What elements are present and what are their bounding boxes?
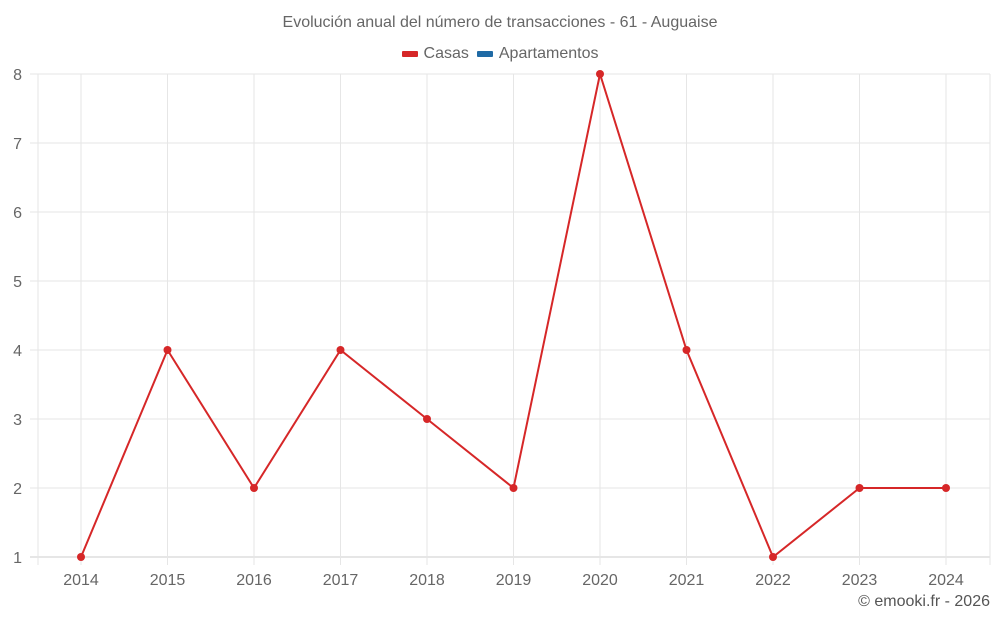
- legend-label-casas: Casas: [423, 45, 469, 62]
- y-tick-label: 6: [13, 205, 22, 222]
- legend: Casas Apartamentos: [0, 45, 1000, 63]
- y-tick-label: 1: [13, 550, 22, 567]
- y-tick-label: 2: [13, 481, 22, 498]
- data-point: [596, 70, 604, 78]
- data-point: [77, 553, 85, 561]
- data-point: [942, 484, 950, 492]
- x-tick-label: 2020: [582, 572, 618, 589]
- data-point: [423, 415, 431, 423]
- y-tick-label: 5: [13, 274, 22, 291]
- x-tick-label: 2014: [63, 572, 99, 589]
- y-tick-label: 8: [13, 67, 22, 84]
- data-point: [163, 346, 172, 354]
- chart-title: Evolución anual del número de transaccio…: [282, 14, 718, 31]
- data-point: [250, 484, 258, 492]
- y-tick-label: 4: [13, 343, 22, 360]
- x-tick-label: 2022: [755, 572, 791, 589]
- x-tick-label: 2021: [669, 572, 705, 589]
- legend-item-apartamentos[interactable]: Apartamentos: [476, 45, 599, 63]
- copyright-credit: © emooki.fr - 2026: [858, 593, 990, 610]
- data-point: [509, 484, 518, 492]
- legend-item-casas[interactable]: Casas: [401, 45, 469, 63]
- x-tick-label: 2024: [928, 572, 964, 589]
- legend-swatch-casas: [401, 51, 418, 57]
- legend-label-apartamentos: Apartamentos: [498, 45, 599, 62]
- y-tick-label: 7: [13, 136, 22, 153]
- data-point: [769, 553, 777, 561]
- x-tick-label: 2016: [236, 572, 272, 589]
- x-tick-label: 2017: [323, 572, 359, 589]
- legend-swatch-apartamentos: [476, 51, 493, 57]
- data-point: [855, 484, 864, 492]
- x-tick-label: 2019: [496, 572, 532, 589]
- x-tick-label: 2015: [150, 572, 186, 589]
- y-tick-label: 3: [13, 412, 22, 429]
- data-point: [336, 346, 345, 354]
- data-point: [682, 346, 691, 354]
- x-tick-label: 2023: [842, 572, 878, 589]
- x-tick-label: 2018: [409, 572, 445, 589]
